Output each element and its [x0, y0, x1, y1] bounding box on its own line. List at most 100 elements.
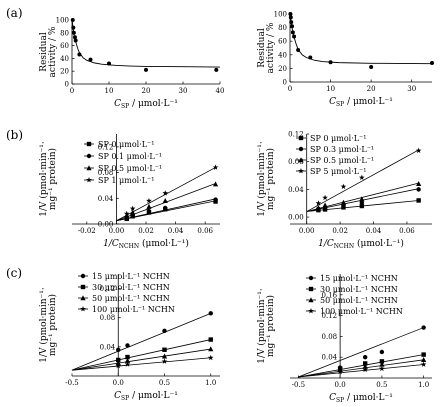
chart-a1: 0 10 20 30 40 0 20 40 60 80 100 CSP / μmol·L⁻¹ Resid…: [39, 17, 224, 111]
series-1: [71, 337, 213, 371]
y-axis-label-line2: activity / %: [266, 22, 276, 73]
y-tick-label: 0.12: [322, 312, 338, 320]
x-tick-label: 30: [407, 85, 416, 93]
chart-c1: -0.5 0.0 0.5 1.0 0.04 0.08 0.12 CSP / μmol·L⁻¹ 1…: [38, 272, 220, 402]
y-tick-label: 0.16: [322, 291, 338, 299]
legend-marker: [308, 286, 314, 292]
legend-marker: [86, 153, 92, 159]
y-axis-label-line2: mg⁻¹ protein): [265, 295, 276, 357]
data-point: [146, 197, 152, 204]
legend-marker: [86, 165, 92, 171]
fit-curve: [289, 13, 433, 65]
series-3: [298, 361, 427, 378]
data-point: [362, 363, 368, 369]
x-axis-label: CSP / μmol·L⁻¹: [114, 99, 178, 110]
legend-label-0: 15 μmol·L⁻¹ NCHN: [320, 274, 398, 283]
data-point: [208, 346, 214, 352]
data-point: [359, 203, 365, 209]
legend-label-1: SP 0.3 μmol·L⁻¹: [310, 145, 374, 154]
x-tick-label: 0.06: [197, 227, 213, 235]
panel-label-b: (b): [6, 128, 24, 142]
data-point: [124, 213, 130, 219]
data-point: [379, 361, 385, 367]
y-axis-label-line1: Residual: [257, 28, 267, 68]
data-point: [290, 24, 295, 29]
legend-label-3: 100 μmol·L⁻¹ NCHN: [92, 305, 175, 314]
data-point: [162, 190, 169, 196]
data-point: [416, 181, 422, 187]
y-axis-label-line1: 1/V (pmol·min⁻¹·: [38, 141, 49, 217]
y-tick-label: 0.12: [288, 131, 304, 139]
series-fit-line: [306, 149, 419, 212]
x-tick-label: 0.06: [399, 227, 415, 235]
data-point: [421, 357, 427, 362]
data-point: [416, 198, 421, 203]
x-tick-label: 0: [70, 87, 74, 95]
x-axis-label: CSP / μmol·L⁻¹: [114, 391, 178, 402]
series-3: [71, 354, 214, 371]
x-tick-label: -0.5: [292, 381, 306, 389]
y-tick-label: 0.08: [322, 333, 338, 341]
data-point: [207, 354, 214, 361]
x-tick-label: -0.02: [78, 227, 96, 235]
data-point: [88, 57, 93, 62]
x-axis-label: 1/CNCHN (μmol·L⁻¹): [103, 238, 189, 250]
data-point: [421, 352, 426, 357]
data-point: [116, 357, 121, 363]
y-tick-label: 20: [278, 65, 287, 73]
legend-label-3: SP 1 μmol·L⁻¹: [98, 176, 154, 185]
x-tick-label: 0.5: [376, 381, 387, 389]
legend-marker: [86, 177, 92, 183]
fit-curve: [71, 19, 221, 68]
legend-label-1: 30 μmol·L⁻¹ NCHN: [320, 285, 398, 294]
series-2: [298, 357, 427, 378]
legend-marker: [308, 275, 314, 281]
series-0: [70, 18, 221, 72]
data-point: [115, 362, 122, 369]
data-point: [163, 205, 168, 211]
plot-area-a1: 0 10 20 30 40 0 20 40 60 80 100 CSP / μmol·L⁻¹ Resid…: [39, 17, 224, 111]
data-point: [420, 361, 427, 367]
data-point: [358, 174, 365, 181]
legend-label-0: SP 0 μmol·L⁻¹: [310, 134, 366, 143]
legend-label-3: SP 5 μmol·L⁻¹: [310, 167, 366, 176]
y-tick-label: 0.12: [98, 143, 114, 151]
x-tick-label: 40: [216, 87, 225, 95]
data-point: [341, 205, 346, 210]
data-point: [129, 205, 136, 211]
y-tick-label: 0.08: [98, 169, 114, 177]
legend-label-2: SP 0.5 μmol·L⁻¹: [98, 164, 162, 173]
series-fit-line: [71, 348, 211, 371]
series-fit-line: [298, 354, 424, 378]
y-tick-label: 80: [60, 29, 69, 37]
data-point: [115, 360, 121, 366]
x-tick-label: 20: [367, 85, 376, 93]
series-2: [71, 346, 214, 371]
data-point: [124, 361, 131, 367]
data-point: [289, 20, 294, 25]
plot-area-b2: 0.00 0.02 0.04 0.06 0.00 0.04 0.08 0.12 1/CNCHN …: [256, 131, 432, 250]
x-tick-label: 1.0: [205, 379, 216, 387]
data-point: [340, 199, 347, 205]
series-fit-line: [71, 357, 211, 371]
data-point: [315, 200, 322, 206]
legend-marker: [298, 157, 304, 163]
series-3: [116, 164, 219, 222]
y-axis-label-line1: 1/V (pmol·min⁻¹·: [38, 287, 49, 363]
y-tick-label: 0: [283, 79, 287, 87]
data-point: [124, 357, 131, 363]
x-axis-label: 1/CNCHN (μmol·L⁻¹): [318, 238, 404, 250]
data-point: [288, 15, 293, 20]
data-point: [212, 181, 219, 187]
series-fit-line: [71, 339, 211, 371]
data-point: [296, 48, 301, 53]
data-point: [362, 355, 368, 360]
y-axis-label-line2: activity / %: [48, 26, 58, 77]
legend-marker: [80, 306, 86, 312]
chart-b2: 0.00 0.02 0.04 0.06 0.00 0.04 0.08 0.12 1/CNCHN …: [256, 131, 432, 250]
x-tick-label: 0.00: [299, 227, 315, 235]
legend-marker: [80, 284, 86, 290]
legend-marker: [298, 135, 304, 141]
series-0: [298, 325, 426, 378]
data-point: [107, 61, 111, 66]
